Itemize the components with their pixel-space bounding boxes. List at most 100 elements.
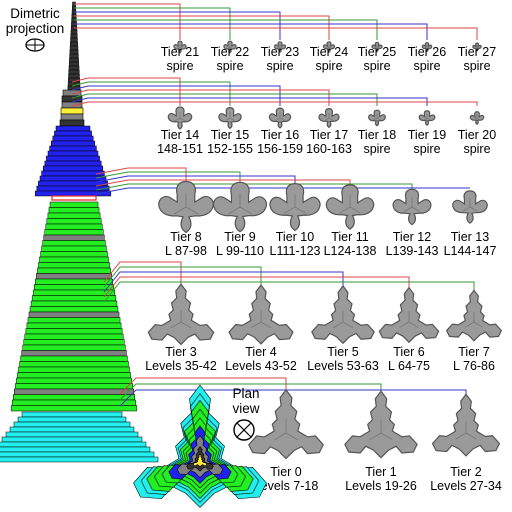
base-plate-0-core-c [274,432,287,441]
tier-22-name: Tier 22 [211,45,249,59]
spire-plate-1-core-c [227,46,231,49]
middle-plate-0-core-b [185,206,198,215]
tier-11-name: Tier 11 [331,230,369,244]
plan-view-title-line2: view [232,401,259,416]
tier-3-range: Levels 35-42 [145,359,217,373]
tower-crown-band-3 [60,107,84,115]
tower-green-floor-11 [38,262,110,269]
leader-upper-4 [71,93,378,106]
leader-middle-4 [95,183,413,191]
plan-view-icon [233,419,255,441]
middle-plate-5-core-b [469,206,478,212]
lower-plate-3-core-c [399,321,410,328]
tower-green-floor-10 [39,256,109,263]
spire-plate-1-core-b [229,46,233,49]
tower-green-floor-35 [13,394,135,401]
tower-green-floor-8 [41,245,107,252]
base-plate-2-core-c [455,432,467,440]
tower-crown-band-5 [59,119,85,127]
tower-blue-floor-7 [44,160,102,167]
lower-plate-0-core-c [170,321,182,329]
lower-plate-4 [446,289,502,342]
tier-21-name: Tier 21 [161,45,199,59]
tower-green-floor-33 [15,383,133,390]
tower-podium-floor-3 [9,426,135,433]
spire-plate-2-core-c [277,46,281,49]
tier-11-range: L124-138 [324,244,377,258]
tier-16-name: Tier 16 [261,128,299,142]
tower-green-floor-13 [36,273,112,280]
leader-spire-6 [74,27,478,40]
tower-spire-seg-10 [70,41,78,46]
tier-25-range: spire [363,59,390,73]
tower-spire-seg-13 [69,53,79,58]
tower-green-floor-12 [37,267,111,274]
tier-24-name: Tier 24 [310,45,348,59]
spire-plate-3-core-c [326,46,330,49]
middle-plate-2 [269,183,321,231]
upper-plate-4-core-b [376,117,381,121]
tier-20-range: spire [463,142,490,156]
tier-21-range: spire [166,59,193,73]
tower-green-floor-34 [14,388,134,395]
spire-plate-0 [173,40,187,54]
tower-podium-floor-2 [13,421,131,428]
spire-plate-2 [273,41,287,53]
tower-podium-floor-9 [0,456,159,463]
base-plate-0 [248,389,324,460]
tier-15-name: Tier 15 [211,128,249,142]
tier-2-name: Tier 2 [450,465,482,479]
upper-plate-5-core-b [426,117,431,121]
base-plate-1-core-c [369,432,382,440]
leader-base-2 [119,389,467,407]
middle-plate-2-core-c [283,206,296,214]
middle-plate-5 [452,190,488,224]
tower-green-floor-27 [21,350,127,357]
tier-14-range: 148-151 [157,142,203,156]
tower-podium-floor-8 [0,451,155,458]
middle-plate-3-core-c [339,206,351,214]
tower-blue-floor-3 [50,140,96,147]
tower-podium-floor-1 [17,416,127,423]
middle-plate-0 [158,180,214,234]
tier-18-name: Tier 18 [358,128,396,142]
tier-22-range: spire [216,59,243,73]
middle-plate-1-core-b [239,206,252,214]
tier-1-name: Tier 1 [365,465,397,479]
upper-plate-6-core-c [473,117,478,121]
tier-4-range: Levels 43-52 [225,359,297,373]
middle-plate-4-core-b [411,206,421,213]
leader-middle-0 [95,167,187,188]
tower-spire-seg-17 [68,69,80,74]
tower-green-floor-37 [10,405,138,412]
tower-spire-seg-11 [69,45,79,50]
tower-green-floor-2 [47,212,101,219]
tower-podium-floor-5 [1,436,143,443]
spire-plate-3-core-b [328,46,332,49]
tier-27-name: Tier 27 [458,45,496,59]
tower-spire-seg-16 [68,65,80,70]
tier-13-name: Tier 13 [451,230,489,244]
tier-18-range: spire [363,142,390,156]
tier-12-range: L139-143 [386,244,439,258]
leader-upper-6 [71,101,478,107]
upper-plate-3 [318,108,340,128]
middle-plate-1-core-c [228,206,241,214]
tier-7-name: Tier 7 [458,345,490,359]
base-plate-1 [344,390,418,459]
tower-green-floor-15 [34,284,114,291]
spire-row-labels: Tier 21 spire Tier 22 spire Tier 23 spir… [161,45,496,73]
lower-plate-2-core-b [342,321,354,329]
tower-blue-floor-10 [39,175,107,182]
lower-row-labels: Tier 3 Levels 35-42 Tier 4 Levels 43-52 … [145,345,495,373]
leader-lower-3 [103,276,410,298]
title-line1: Dimetric [10,6,60,21]
upper-plate-5 [418,110,436,126]
upper-plate-0-core-b [179,117,186,122]
tier-15-range: 152-155 [207,142,253,156]
tier-1-range: Levels 19-26 [345,479,417,493]
upper-plate-0 [167,106,193,130]
leader-lower-4 [103,281,475,303]
base-plate-0-core-b [285,432,298,441]
tower-blue-floor-12 [36,185,110,192]
